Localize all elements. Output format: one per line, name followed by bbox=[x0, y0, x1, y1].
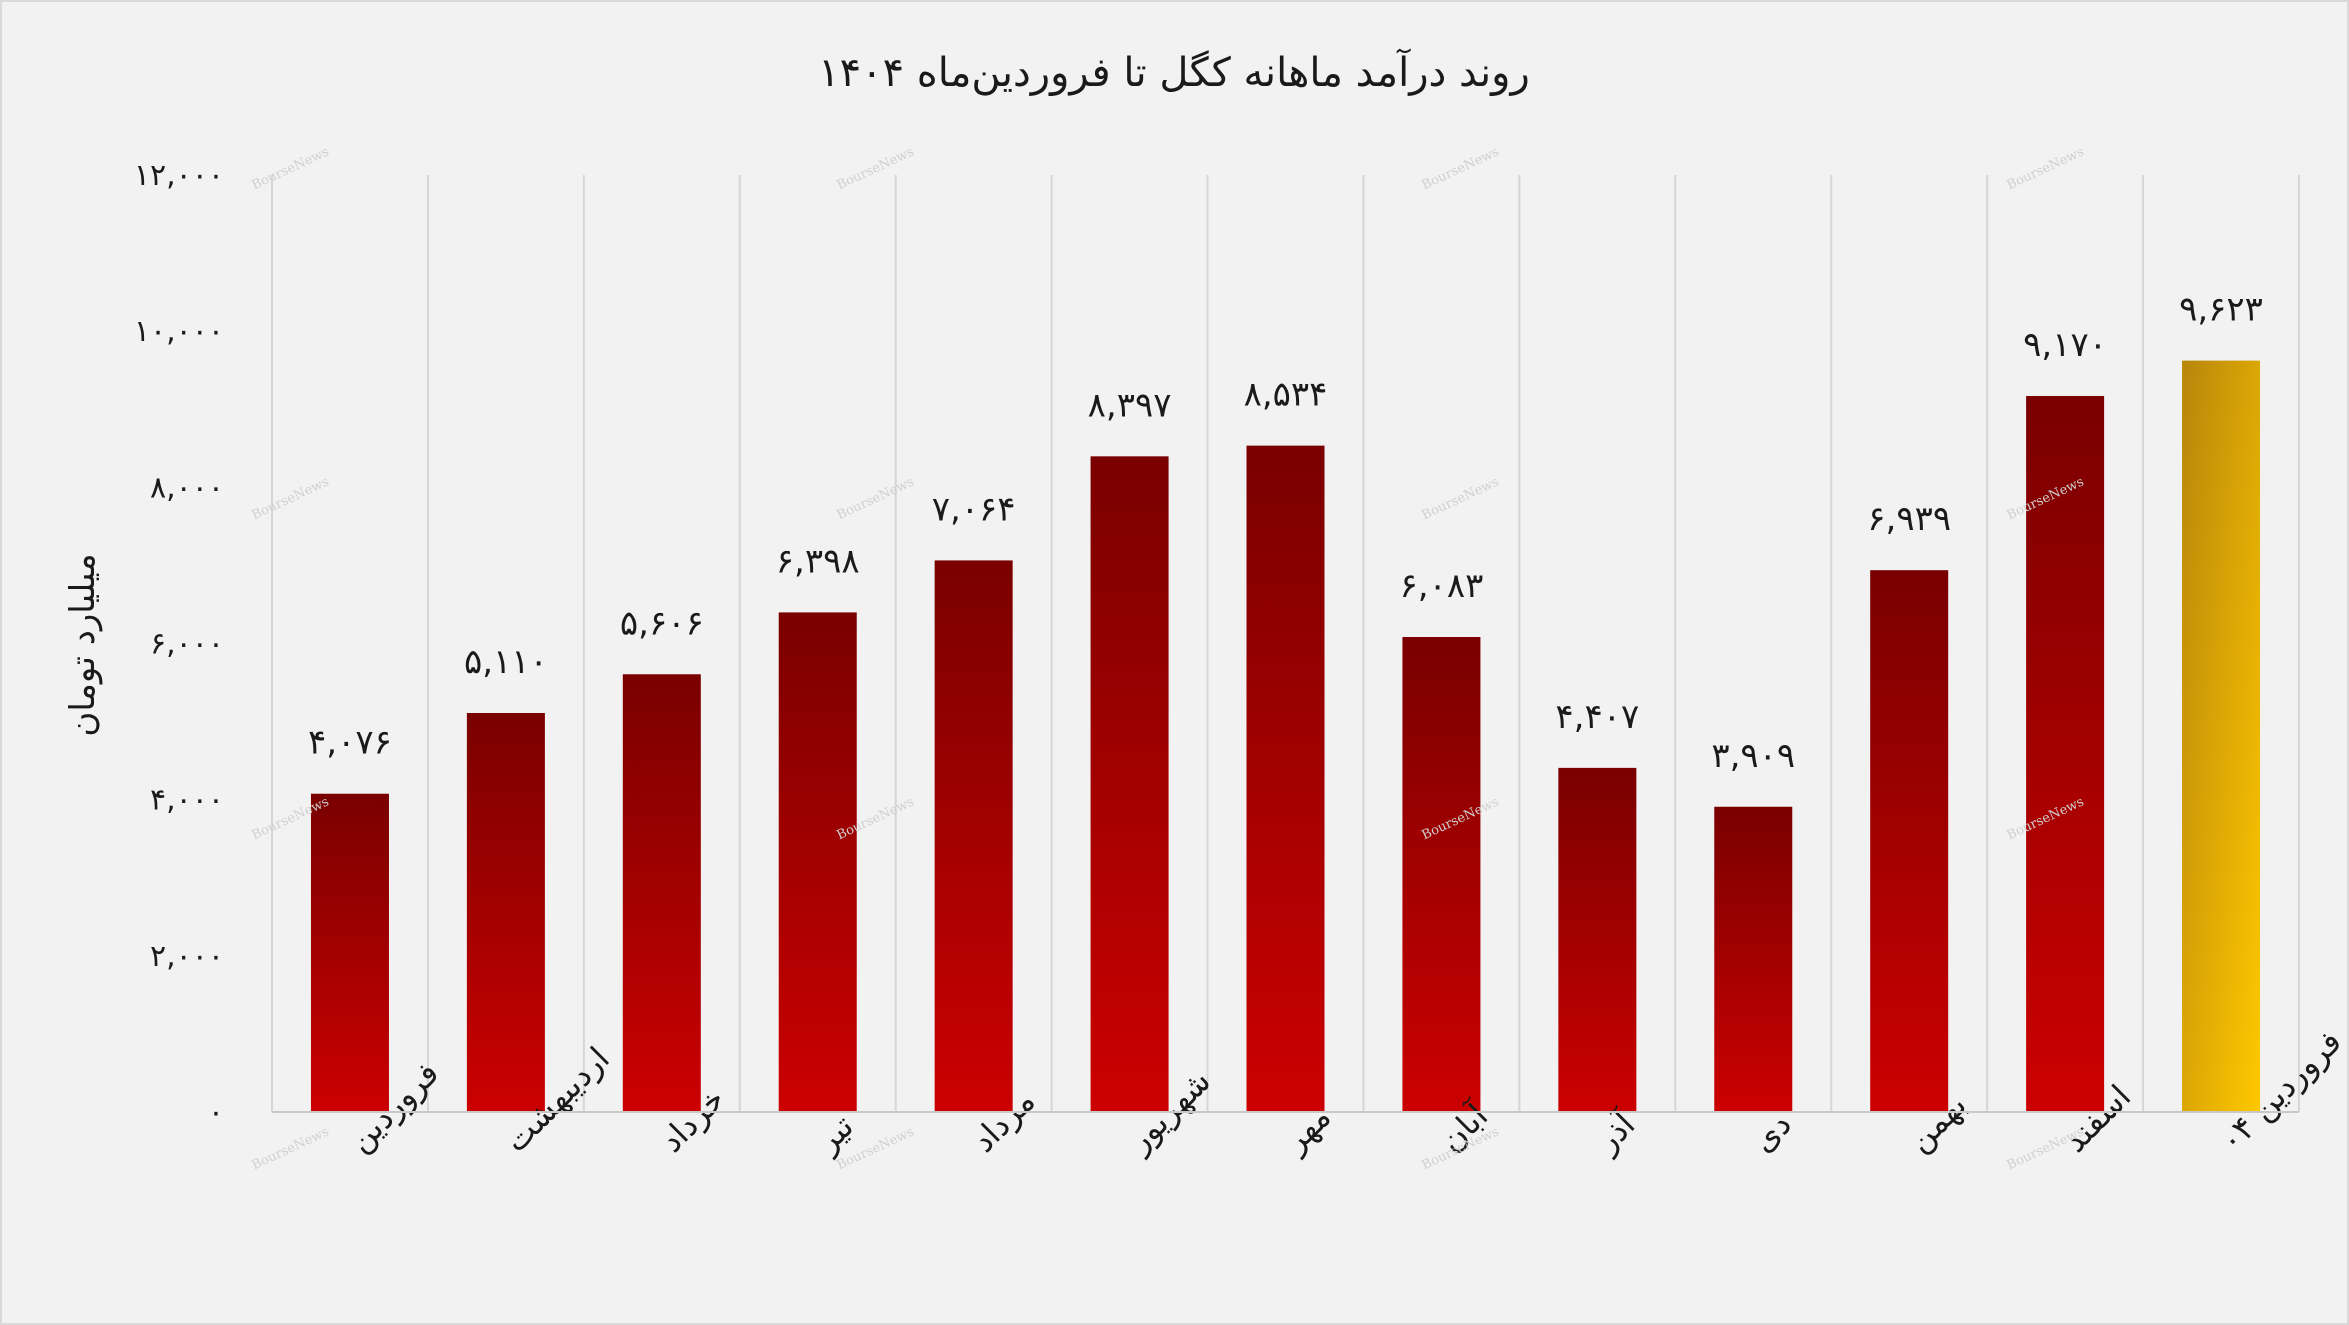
data-label: ۶,۰۸۳ bbox=[1399, 566, 1483, 606]
bar bbox=[2026, 395, 2105, 1112]
data-label: ۴,۴۰۷ bbox=[1555, 697, 1639, 737]
grid-lines bbox=[271, 175, 2300, 1112]
y-axis-label: میلیارد تومان bbox=[63, 553, 103, 736]
x-tick-label: دی bbox=[1744, 1105, 1799, 1160]
data-label: ۶,۹۳۹ bbox=[1867, 499, 1951, 539]
data-label: ۹,۱۷۰ bbox=[2023, 325, 2107, 365]
watermark-text: BourseNews bbox=[835, 474, 917, 523]
watermark-text: BourseNews bbox=[250, 1124, 332, 1173]
bar bbox=[1558, 767, 1637, 1112]
bars bbox=[310, 360, 2261, 1113]
y-tick-label: ۴,۰۰۰ bbox=[150, 783, 224, 818]
bar bbox=[2182, 360, 2261, 1112]
data-label: ۸,۳۹۷ bbox=[1088, 385, 1172, 425]
y-tick-label: ۸,۰۰۰ bbox=[150, 470, 224, 505]
y-tick-label: ۱۲,۰۰۰ bbox=[134, 158, 224, 193]
watermark-text: BourseNews bbox=[2005, 144, 2087, 193]
watermark-text: BourseNews bbox=[250, 144, 332, 193]
data-label: ۵,۶۰۶ bbox=[620, 603, 704, 643]
bar bbox=[1246, 445, 1325, 1112]
data-label: ۶,۳۹۸ bbox=[776, 541, 860, 581]
bar bbox=[466, 712, 545, 1112]
data-label: ۴,۰۷۶ bbox=[308, 723, 392, 763]
data-labels: ۴,۰۷۶ ۵,۱۱۰ ۵,۶۰۶ ۶,۳۹۸ ۷,۰۶۴ ۸,۳۹۷ ۸,۵۳۴ ۶,۰۸۳… bbox=[308, 290, 2263, 776]
bar bbox=[934, 560, 1013, 1112]
data-label: ۵,۱۱۰ bbox=[464, 642, 548, 682]
data-label: ۹,۶۲۳ bbox=[2179, 290, 2263, 330]
chart-title: روند درآمد ماهانه کگل تا فروردین‌ماه ۱۴۰… bbox=[818, 48, 1530, 96]
y-tick-label: ۲,۰۰۰ bbox=[150, 939, 224, 974]
bar bbox=[1402, 637, 1481, 1112]
watermark-text: BourseNews bbox=[835, 144, 917, 193]
data-label: ۸,۵۳۴ bbox=[1244, 375, 1328, 415]
y-tick-label: ۰ bbox=[208, 1095, 224, 1130]
bar bbox=[622, 674, 701, 1112]
watermark-text: BourseNews bbox=[1420, 474, 1502, 523]
y-axis-ticks: ۰ ۲,۰۰۰ ۴,۰۰۰ ۶,۰۰۰ ۸,۰۰۰ ۱۰,۰۰۰ ۱۲,۰۰۰ bbox=[134, 158, 224, 1130]
data-label: ۳,۹۰۹ bbox=[1711, 736, 1795, 776]
watermark-text: BourseNews bbox=[250, 474, 332, 523]
y-tick-label: ۱۰,۰۰۰ bbox=[134, 314, 224, 349]
bar bbox=[1870, 570, 1949, 1112]
watermark-text: BourseNews bbox=[1420, 144, 1502, 193]
bar bbox=[1714, 806, 1793, 1112]
bar bbox=[778, 612, 857, 1112]
bar bbox=[310, 793, 389, 1112]
data-label: ۷,۰۶۴ bbox=[932, 489, 1016, 529]
bar bbox=[1090, 456, 1169, 1113]
y-tick-label: ۶,۰۰۰ bbox=[150, 627, 224, 662]
